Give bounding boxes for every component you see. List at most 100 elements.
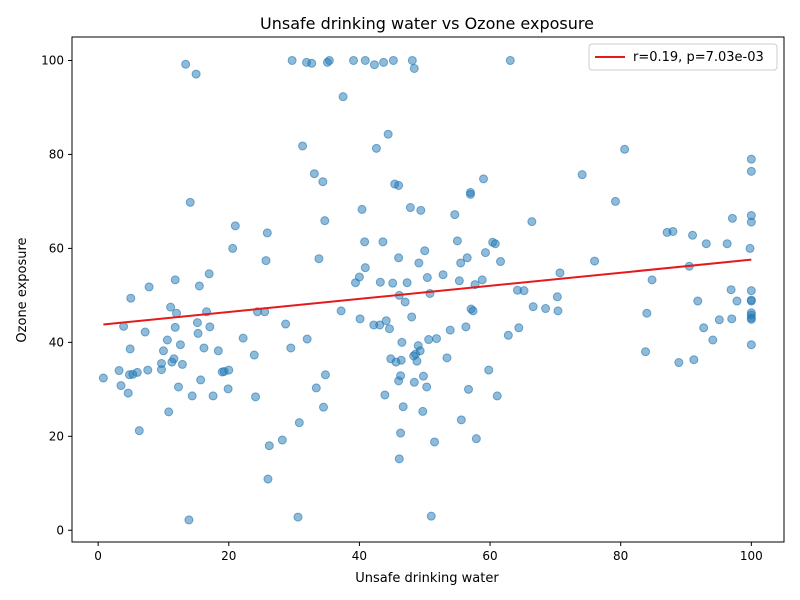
data-point: [293, 512, 303, 522]
data-point: [262, 228, 272, 238]
data-point: [360, 55, 370, 65]
data-point: [286, 343, 296, 353]
data-point: [746, 286, 756, 296]
data-point: [185, 197, 195, 207]
fit-line: [103, 258, 752, 326]
data-point: [555, 268, 565, 278]
data-point: [689, 355, 699, 365]
y-tick-label: 20: [49, 429, 64, 443]
data-point: [384, 324, 394, 334]
data-point: [414, 258, 424, 268]
data-point: [462, 253, 472, 263]
data-point: [238, 333, 248, 343]
data-point: [490, 239, 500, 249]
data-point: [726, 285, 736, 295]
data-point: [407, 312, 417, 322]
data-point: [405, 203, 415, 213]
data-point: [205, 322, 215, 332]
data-point: [177, 359, 187, 369]
data-point: [422, 273, 432, 283]
data-point: [375, 320, 385, 330]
data-point: [642, 308, 652, 318]
data-point: [519, 286, 529, 296]
data-point: [468, 306, 478, 316]
data-point: [693, 296, 703, 306]
x-tick-label: 80: [613, 549, 628, 563]
data-point: [416, 205, 426, 215]
data-point: [251, 392, 261, 402]
data-point: [452, 236, 462, 246]
data-point: [647, 275, 657, 285]
data-point: [514, 323, 524, 333]
data-point: [394, 454, 404, 464]
data-point: [173, 382, 183, 392]
data-point: [479, 174, 489, 184]
data-point: [450, 210, 460, 220]
data-point: [701, 239, 711, 249]
data-point: [418, 371, 428, 381]
y-tick-label: 60: [49, 241, 64, 255]
data-point: [394, 253, 404, 263]
data-point: [409, 377, 419, 387]
data-point: [170, 322, 180, 332]
data-point: [375, 277, 385, 287]
y-tick-label: 100: [41, 53, 64, 67]
data-point: [228, 243, 238, 253]
data-point: [381, 316, 391, 326]
data-point: [162, 335, 172, 345]
data-point: [114, 366, 124, 376]
data-point: [360, 237, 370, 247]
data-point: [456, 415, 466, 425]
data-point: [223, 384, 233, 394]
data-point: [745, 243, 755, 253]
data-point: [369, 60, 379, 70]
data-point: [746, 340, 756, 350]
data-point: [577, 170, 587, 180]
data-point: [134, 426, 144, 436]
fit-line-layer: [103, 258, 752, 326]
x-tick-label: 100: [740, 549, 763, 563]
data-point: [181, 59, 191, 69]
data-point: [309, 169, 319, 179]
data-point: [191, 69, 201, 79]
data-point: [277, 435, 287, 445]
data-point: [380, 390, 390, 400]
data-point: [418, 406, 428, 416]
data-point: [398, 402, 408, 412]
data-point: [553, 306, 563, 316]
data-point: [314, 254, 324, 264]
data-point: [722, 239, 732, 249]
x-tick-label: 20: [221, 549, 236, 563]
data-point: [143, 365, 153, 375]
data-point: [620, 144, 630, 154]
legend: r=0.19, p=7.03e-03: [588, 43, 778, 71]
data-point: [298, 141, 308, 151]
data-point: [208, 391, 218, 401]
plot-frame: [71, 36, 785, 543]
data-point: [294, 418, 304, 428]
data-point: [355, 314, 365, 324]
data-point: [126, 293, 136, 303]
data-point: [668, 226, 678, 236]
data-point: [461, 322, 471, 332]
data-point: [263, 474, 273, 484]
data-point: [714, 315, 724, 325]
data-point: [445, 325, 455, 335]
y-tick-label: 80: [49, 147, 64, 161]
data-point: [379, 57, 389, 67]
data-point: [727, 314, 737, 324]
data-point: [746, 166, 756, 176]
data-point: [503, 330, 513, 340]
data-point: [505, 55, 515, 65]
data-point: [528, 302, 538, 312]
data-point: [196, 375, 206, 385]
data-point: [320, 216, 330, 226]
data-point: [465, 189, 475, 199]
data-point: [156, 358, 166, 368]
data-point: [708, 335, 718, 345]
data-point: [360, 263, 370, 273]
data-point: [193, 328, 203, 338]
data-point: [324, 55, 334, 65]
data-point: [492, 391, 502, 401]
data-point: [480, 248, 490, 258]
